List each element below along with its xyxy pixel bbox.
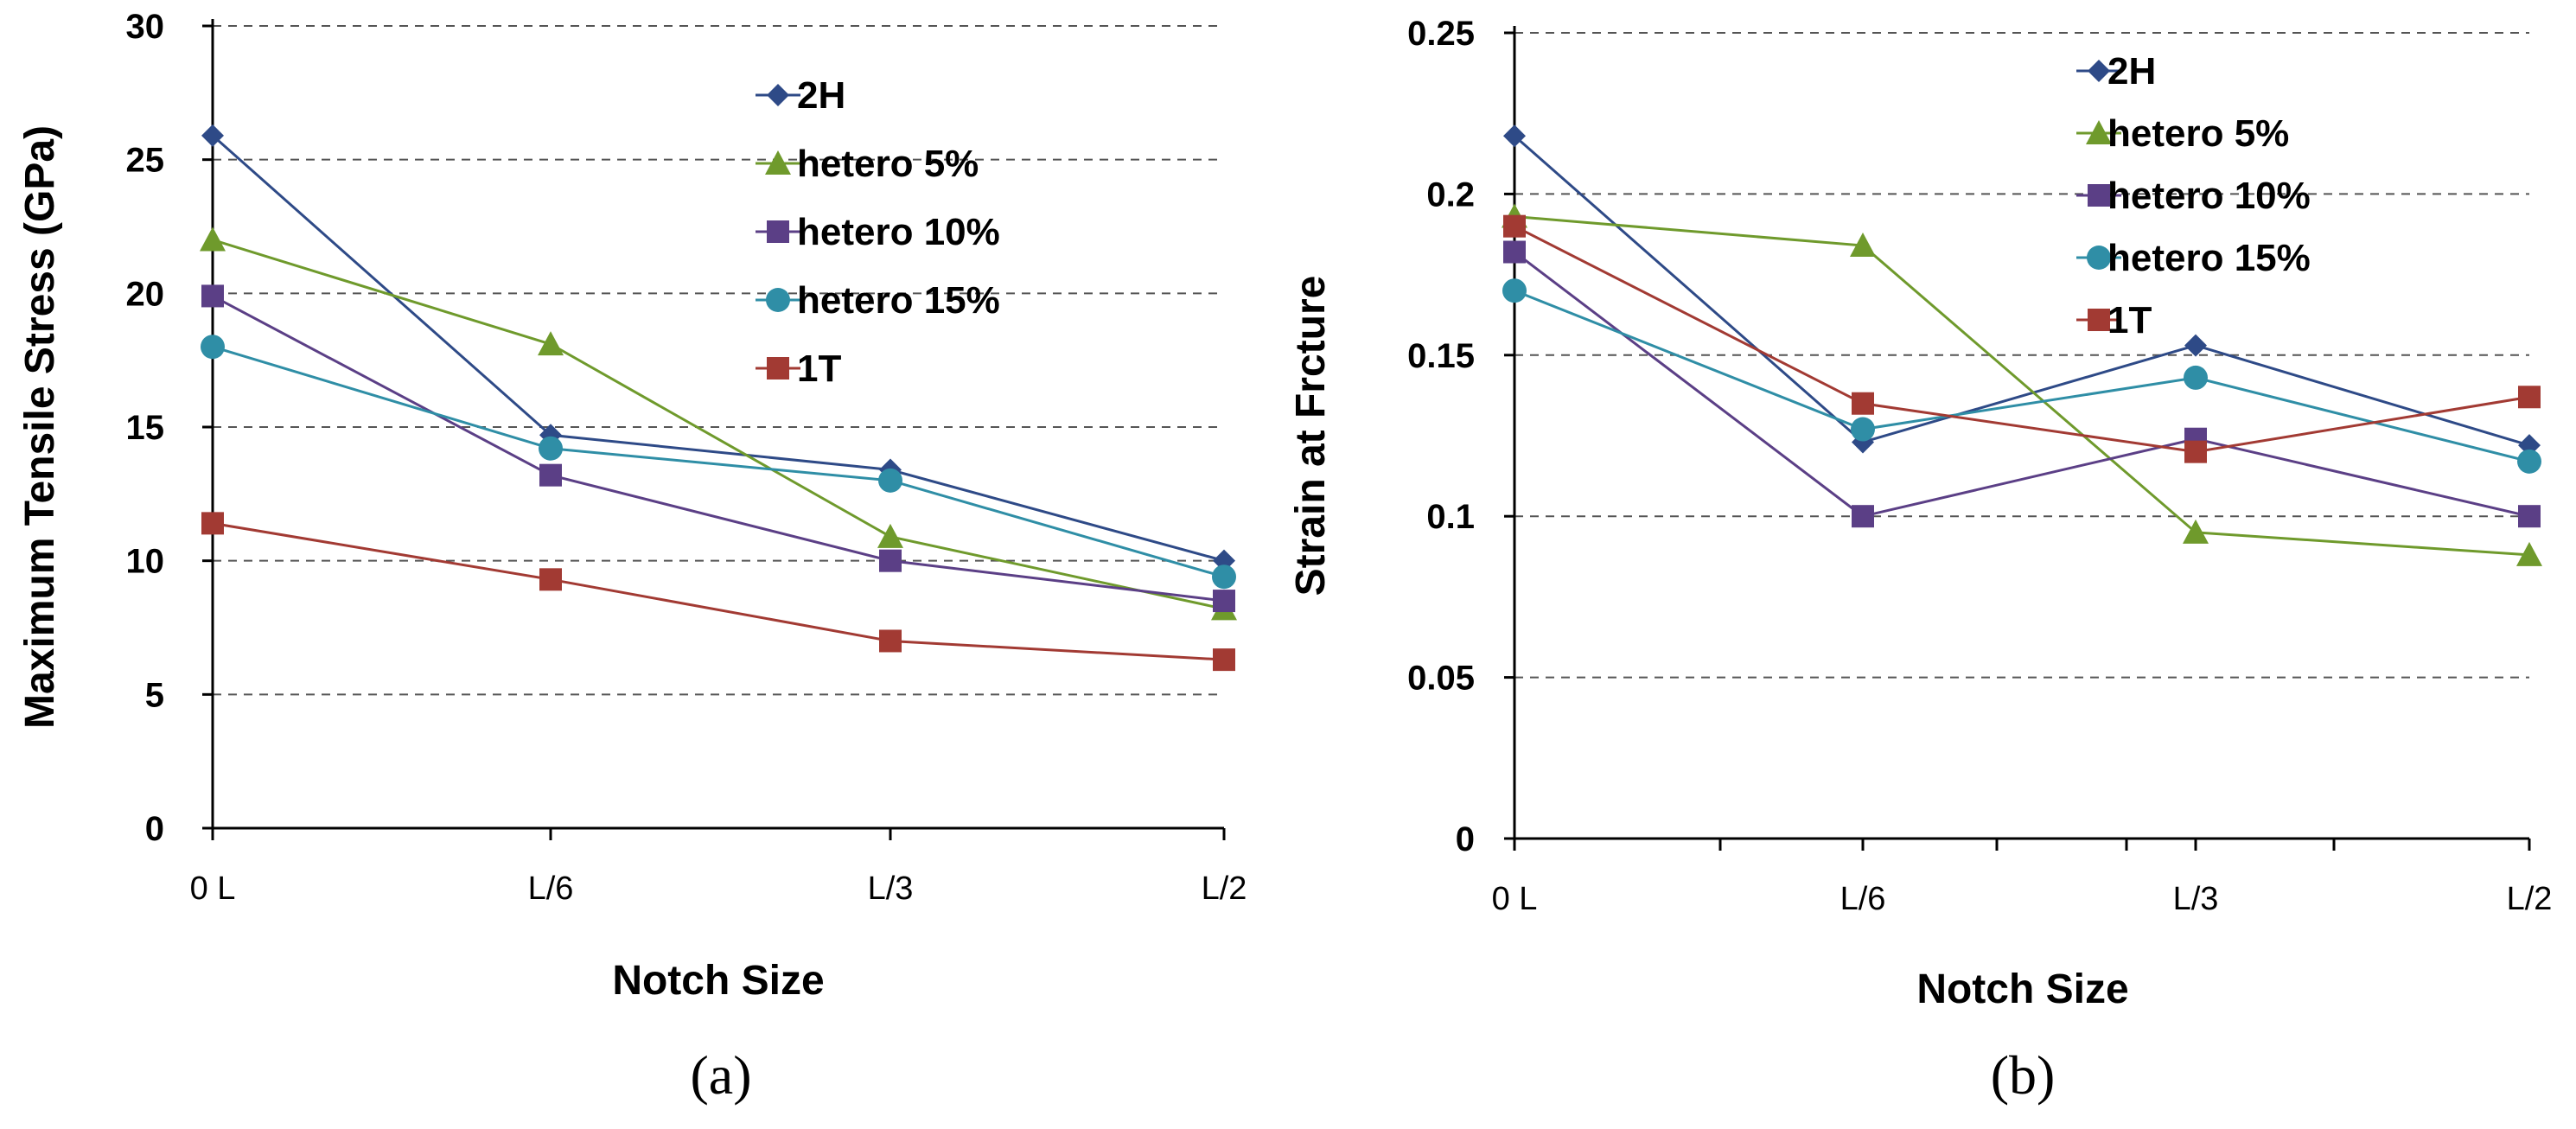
legend-entry: hetero 10% [797,211,1000,253]
x-tick-label: L/3 [868,871,914,907]
data-point [1503,124,1526,148]
legend-marker [767,220,789,243]
data-point [879,549,902,572]
data-point [2184,334,2207,357]
y-axis-title: Strain at Frcture [1288,276,1334,596]
data-point [877,523,903,548]
data-point [1212,564,1236,590]
data-point [1502,278,1527,303]
data-point [200,226,226,252]
panel-label: (a) [690,1044,751,1106]
data-point [1213,648,1235,672]
legend-marker [2087,246,2111,270]
data-point [879,629,902,653]
data-point [2518,505,2541,528]
legend-marker [767,84,789,106]
x-axis-title: Notch Size [1916,966,2128,1012]
x-tick-label: 0 L [190,871,236,907]
data-point [201,335,225,360]
data-point [539,463,562,487]
series-line [1514,215,2530,557]
legend-marker [766,288,790,312]
x-tick-label: L/2 [2507,881,2553,917]
series-line [212,134,1225,563]
legend-entry: 2H [797,74,845,117]
y-tick-label: 0.2 [1426,175,1475,214]
data-point [201,512,224,535]
data-point [2184,440,2207,463]
data-point [201,124,224,147]
legend-marker [2086,120,2112,144]
x-tick-label: L/6 [1840,881,1886,917]
data-point [2516,541,2542,566]
y-tick-label: 0.1 [1426,498,1475,536]
y-tick-label: 0.05 [1407,660,1475,698]
legend-entry: hetero 15% [2107,237,2311,279]
x-tick-label: L/3 [2173,881,2219,917]
data-point [1852,392,1874,415]
x-tick-label: 0 L [1492,881,1538,917]
y-tick-label: 30 [126,8,165,46]
series-line [1514,251,2530,518]
data-point [539,568,562,591]
data-point [538,331,564,356]
y-tick-label: 0 [145,810,164,848]
data-point [2517,449,2541,474]
data-point [2184,365,2208,390]
legend-marker [2088,309,2110,331]
legend-marker [765,150,791,175]
series-line [212,239,1225,610]
legend-entry: hetero 5% [797,143,979,185]
series-line [1514,135,2530,447]
legend-entry: 2H [2107,50,2156,92]
y-tick-label: 20 [126,275,165,313]
data-point [539,424,562,447]
series-line [212,295,1225,603]
x-tick-label: L/2 [1202,871,1247,907]
legend-entry: 1T [797,348,841,390]
data-point [539,436,563,461]
chart-panel-a: 0 5 10 15 20 25 30 0 L L/6 L/3 L/2 Notch Size Maximu… [17,8,1247,1106]
y-tick-label: 0.15 [1407,337,1475,375]
legend-entry: hetero 10% [2107,175,2311,217]
y-tick-label: 25 [126,142,165,180]
chart-panel-b: 0 0.05 0.1 0.15 0.2 0.25 0 L L/6 L/3 L/2 Notch Siz… [1288,15,2552,1106]
x-axis-title: Notch Size [612,958,824,1004]
legend-marker [2088,184,2110,207]
data-point [1503,240,1526,264]
legend-entry: hetero 5% [2107,112,2289,155]
y-tick-label: 0 [1456,820,1475,858]
data-point [878,468,902,493]
data-point [1213,590,1235,613]
data-point [2183,519,2209,544]
data-point [1852,505,1874,528]
data-point [2518,386,2541,409]
series-line [212,521,1225,661]
panel-label: (b) [1991,1044,2056,1106]
data-point [1503,214,1526,238]
y-tick-label: 0.25 [1407,15,1475,53]
legend-marker [767,357,789,380]
series-line [1514,225,2530,454]
data-point [201,284,224,308]
legend-entry: hetero 15% [797,279,1000,322]
y-tick-label: 15 [126,409,165,447]
data-point [1850,233,1876,258]
x-tick-label: L/6 [528,871,574,907]
data-point [1851,417,1875,442]
series-line [1514,289,2530,463]
legend-entry: 1T [2107,299,2152,341]
series-line [212,345,1225,578]
y-tick-label: 10 [126,543,165,581]
legend-marker [2088,60,2110,82]
y-tick-label: 5 [145,676,164,714]
y-axis-title: Maximum Tensile Stress (GPa) [17,125,63,729]
